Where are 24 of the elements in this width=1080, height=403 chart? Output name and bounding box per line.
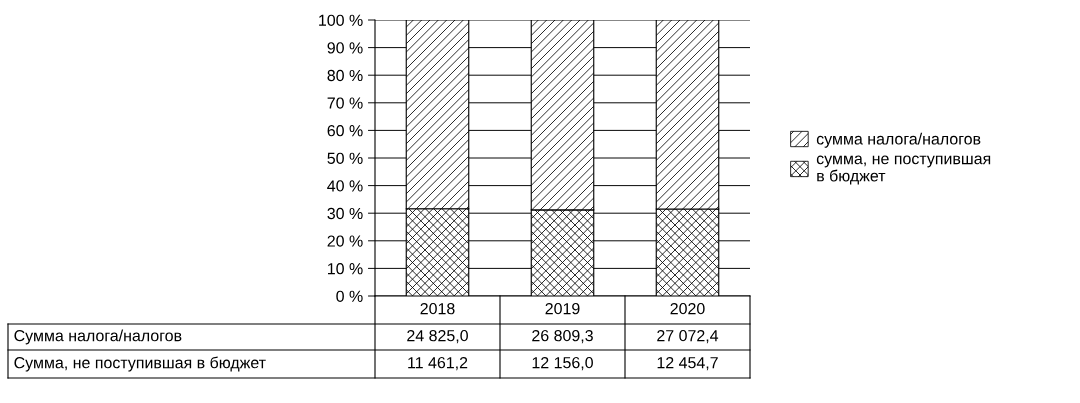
x-tick-label: 2019 [545, 302, 580, 315]
text: 12 156,0 [532, 356, 593, 371]
y-tick-label: 10 % [328, 263, 363, 275]
text: 11 461,2 [408, 356, 468, 371]
text: 27 072,4 [657, 329, 719, 344]
y-tick-label: 40 % [327, 180, 363, 192]
text: Сумма, не поступившая в бюджет [14, 356, 266, 372]
x-tick-label: 2018 [420, 302, 455, 315]
y-tick-label: 100 % [319, 14, 363, 26]
text: 24 825,0 [407, 329, 468, 344]
legend-label: сумма, не поступившая в бюджет [816, 155, 991, 185]
y-tick-label: 60 % [327, 125, 363, 137]
y-tick-label: 80 % [327, 69, 363, 82]
text: 12 454,7 [657, 356, 718, 371]
y-tick-label: 70 % [327, 97, 363, 109]
text: Сумма налога/налогов [14, 329, 182, 345]
y-tick-label: 0 % [336, 290, 363, 302]
y-tick-label: 30 % [327, 207, 363, 220]
x-tick-label: 2020 [670, 302, 705, 315]
y-tick-label: 20 % [327, 235, 363, 247]
y-tick-label: 50 % [327, 152, 363, 164]
text: 26 809,3 [532, 329, 593, 344]
legend-label: сумма налога/налогов [816, 132, 981, 148]
y-tick-label: 90 % [327, 42, 363, 54]
